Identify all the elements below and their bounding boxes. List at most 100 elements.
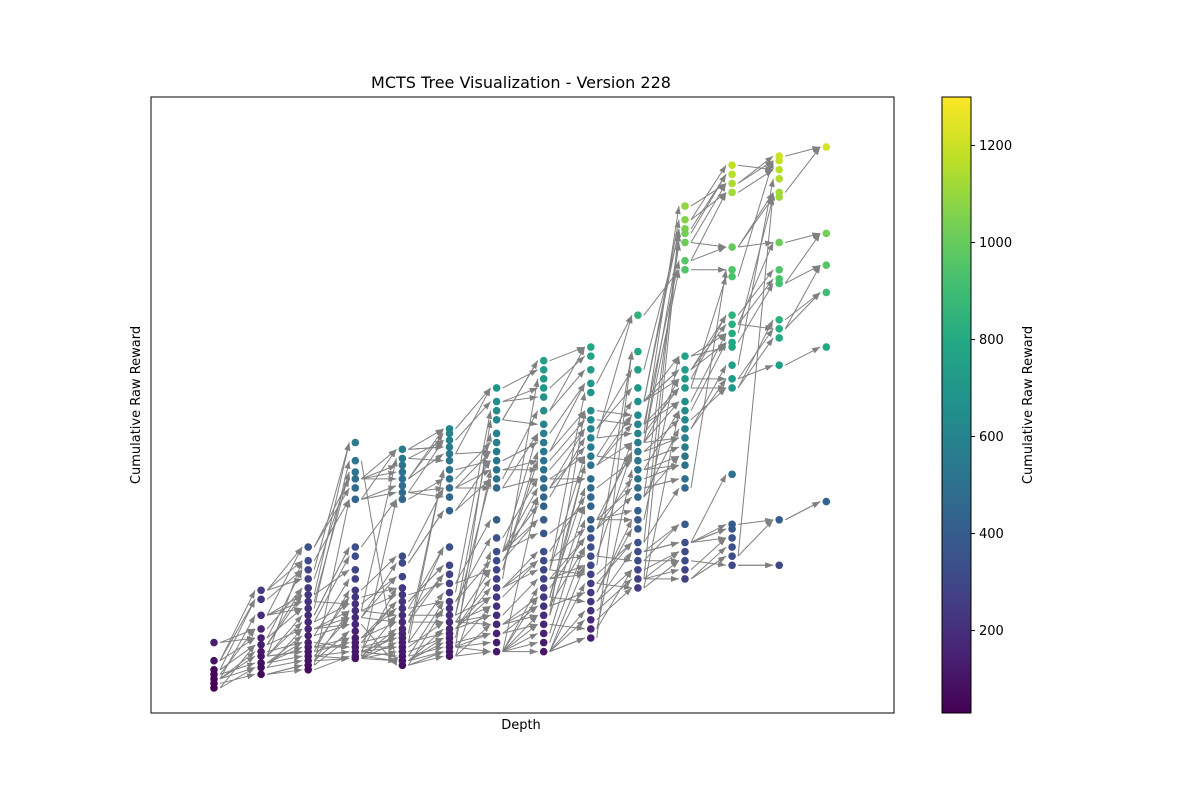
tree-edge-arrow (455, 410, 493, 593)
tree-edge-arrow (643, 541, 680, 553)
tree-node-point (539, 365, 548, 374)
tree-node-point (445, 456, 454, 465)
tree-node-point (681, 434, 689, 442)
tree-edge-arrow (407, 469, 445, 643)
tree-edge-arrow (690, 269, 728, 489)
tree-node-point (445, 618, 454, 626)
tree-node-point (398, 591, 407, 599)
tree-edge-arrow (502, 587, 539, 652)
tree-edge-arrow (596, 442, 633, 466)
tree-edge-arrow (643, 446, 680, 462)
tree-edge-arrow (455, 469, 491, 489)
tree-edge-arrow (596, 460, 633, 489)
tree-edge-arrow (549, 392, 587, 570)
tree-edge-arrow (502, 442, 538, 462)
tree-edge-arrow (502, 551, 539, 589)
tree-node-point (681, 452, 689, 460)
tree-edge-arrow (408, 621, 444, 648)
tree-node-point (728, 311, 736, 320)
tree-edge-arrow (455, 649, 491, 657)
tree-edge-arrow (455, 478, 491, 512)
tree-edge-arrow (690, 246, 727, 262)
chart-title: MCTS Tree Visualization - Version 228 (371, 73, 671, 92)
tree-node-point (634, 484, 642, 492)
tree-edge-arrow (219, 673, 256, 684)
tree-node-point (445, 465, 454, 474)
tree-node-point (587, 534, 595, 542)
tree-node-point (351, 593, 360, 601)
tree-node-point (634, 515, 642, 524)
tree-node-point (304, 556, 313, 565)
tree-node-point (587, 452, 595, 460)
tree-node-point (634, 384, 642, 392)
tree-node-point (445, 611, 454, 620)
tree-node-point (492, 406, 501, 415)
tree-node-point (492, 620, 501, 629)
tree-edge-arrow (266, 560, 303, 591)
tree-node-point (351, 575, 360, 583)
tree-edge-arrow (266, 594, 303, 646)
tree-node-point (257, 611, 265, 620)
tree-edge-arrow (643, 242, 681, 443)
tree-node-point (681, 443, 689, 451)
colorbar-gradient (941, 96, 972, 714)
tree-node-point (351, 627, 360, 635)
tree-edge-arrow (549, 610, 586, 652)
tree-node-point (539, 356, 548, 365)
tree-edge-arrow (596, 587, 633, 621)
tree-node-point (304, 565, 313, 574)
tree-node-point (587, 570, 595, 579)
tree-node-point (634, 565, 642, 574)
tree-node-point (445, 450, 454, 458)
tree-edge-arrow (360, 576, 397, 618)
tree-node-point (587, 588, 595, 597)
tree-edge-arrow (313, 630, 350, 662)
tree-node-point (445, 443, 454, 451)
tree-edge-arrow (266, 614, 303, 657)
tree-node-point (681, 215, 689, 224)
tree-edge-arrow (502, 578, 539, 616)
tree-edge-arrow (313, 460, 351, 609)
colorbar-ticks: 200 400 600 800 1000 1200 (971, 139, 1012, 639)
tree-node-point (634, 447, 642, 456)
tree-edge-arrow (549, 346, 585, 362)
tree-edge-arrow (690, 546, 727, 580)
tree-node-point (539, 556, 548, 565)
tree-edge-arrow (361, 657, 397, 664)
tree-node-point (587, 475, 595, 483)
tree-node-point (398, 468, 407, 476)
tree-node-point (257, 595, 265, 604)
tree-node-point (445, 625, 454, 633)
tree-node-point (539, 429, 548, 438)
tree-edge-arrow (784, 146, 821, 193)
tree-edge-arrow (502, 451, 539, 570)
tree-node-point (634, 575, 642, 583)
tree-node-point (728, 552, 736, 560)
tree-edge-arrow (313, 617, 350, 657)
tree-edge-arrow (266, 608, 303, 639)
tree-edge-arrow (266, 628, 303, 668)
tree-node-point (587, 625, 595, 633)
tree-edge-arrow (502, 496, 539, 652)
tree-edge-arrow (784, 346, 821, 366)
tree-edge-arrow (314, 655, 350, 671)
tree-node-point (351, 613, 360, 622)
tree-edge-arrow (266, 628, 303, 646)
tree-edge-arrow (219, 644, 256, 671)
tree-node-point (304, 604, 313, 613)
tree-edge-arrow (407, 546, 444, 609)
tree-edge-arrow (549, 528, 586, 562)
tree-node-point (539, 529, 548, 538)
tree-node-point (492, 438, 501, 447)
tree-edge-arrow (738, 517, 774, 525)
tree-edge-arrow (408, 651, 444, 666)
tree-edge-arrow (784, 264, 821, 330)
tree-edge-arrow (361, 587, 397, 598)
tree-node-point (492, 397, 501, 406)
tree-node-point (539, 515, 548, 524)
tree-edge-arrow (596, 451, 633, 557)
tree-node-point (634, 465, 642, 474)
tree-edge-arrow (455, 387, 491, 430)
colorbar-tick-label: 400 (979, 527, 1004, 542)
